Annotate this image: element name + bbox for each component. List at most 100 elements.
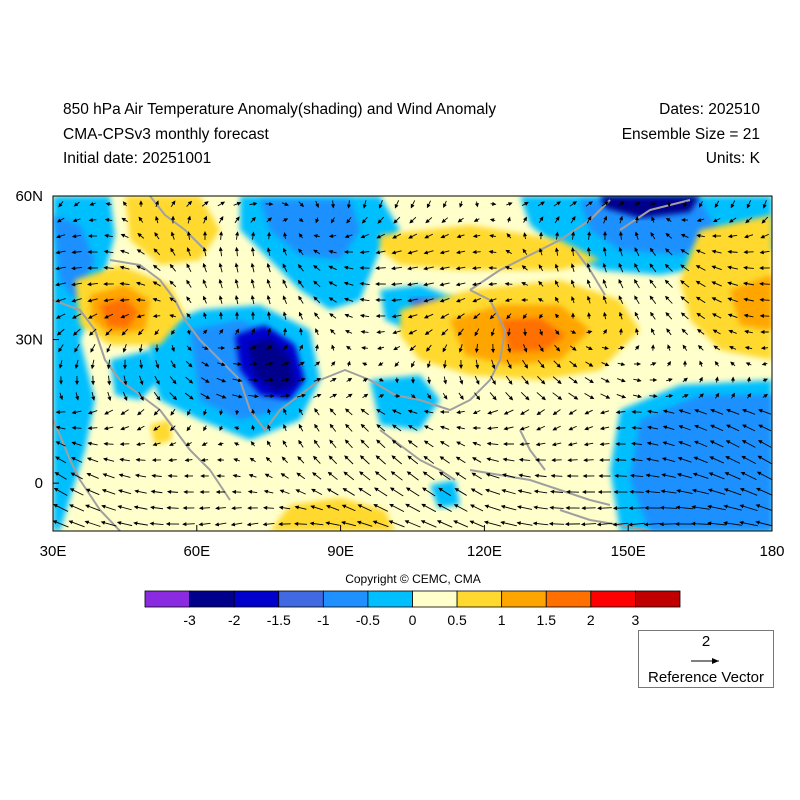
wind-arrowhead — [107, 396, 112, 402]
wind-arrowhead — [254, 378, 259, 383]
wind-arrowhead — [393, 346, 398, 351]
wind-arrowhead — [584, 410, 590, 415]
wind-arrowhead — [630, 457, 635, 462]
wind-arrowhead — [587, 330, 593, 335]
wind-arrowhead — [455, 282, 461, 287]
wind-arrowhead — [488, 282, 493, 287]
wind-arrowhead — [725, 440, 731, 445]
wind-arrowhead — [105, 202, 110, 207]
wind-arrowhead — [439, 282, 444, 287]
wind-arrowhead — [565, 489, 571, 494]
wind-arrowhead — [692, 472, 698, 477]
wind-arrowhead — [502, 473, 507, 478]
wind-arrowhead — [298, 327, 303, 333]
wind-arrowhead — [683, 202, 688, 208]
wind-arrowhead — [548, 521, 554, 526]
colorbar-swatch — [635, 590, 681, 608]
wind-arrowhead — [709, 440, 715, 445]
wind-arrowhead — [665, 248, 670, 253]
wind-arrowhead — [247, 506, 252, 511]
wind-arrowhead — [154, 232, 159, 237]
wind-arrowhead — [343, 297, 349, 302]
wind-arrowhead — [171, 347, 175, 353]
wind-arrowhead — [437, 503, 443, 508]
wind-arrowhead — [407, 455, 412, 460]
wind-arrowhead — [391, 250, 397, 255]
wind-arrowhead — [678, 425, 684, 429]
wind-arrowhead — [297, 456, 302, 461]
wind-arrowhead — [725, 408, 731, 413]
wind-arrowhead — [662, 441, 667, 446]
wind-arrowhead — [55, 298, 60, 303]
wind-arrowhead — [136, 265, 141, 270]
wind-arrowhead — [519, 442, 524, 447]
wind-arrowhead — [711, 233, 717, 239]
wind-arrowhead — [71, 425, 76, 430]
wind-arrowhead — [536, 426, 541, 431]
wind-arrowhead — [475, 380, 480, 385]
wind-arrowhead — [471, 266, 477, 271]
wind-arrowhead — [503, 426, 508, 431]
wind-arrowhead — [331, 361, 336, 366]
temperature-shading — [53, 196, 772, 531]
wind-arrowhead — [315, 203, 319, 209]
anomaly-region — [125, 196, 220, 265]
wind-arrowhead — [659, 505, 665, 510]
wind-arrowhead — [391, 298, 396, 303]
colorbar-swatch — [501, 590, 547, 608]
wind-arrowhead — [521, 297, 526, 303]
wind-arrowhead — [424, 330, 430, 335]
wind-arrowhead — [660, 489, 665, 494]
wind-arrowhead — [697, 328, 702, 334]
wind-arrowhead — [599, 426, 605, 431]
wind-arrowhead — [168, 442, 174, 446]
wind-arrowhead — [203, 411, 208, 416]
wind-arrowhead — [279, 489, 285, 494]
wind-arrowhead — [153, 248, 158, 253]
wind-arrowhead — [266, 294, 271, 300]
wind-arrowhead — [104, 217, 110, 222]
wind-arrowhead — [219, 231, 224, 236]
wind-arrowhead — [423, 440, 429, 445]
wind-arrowhead — [693, 456, 699, 461]
wind-arrowhead — [359, 265, 364, 270]
wind-arrowhead — [312, 472, 317, 477]
wind-arrowhead — [423, 314, 429, 319]
colorbar-swatch — [144, 590, 190, 608]
wind-arrowhead — [283, 232, 288, 237]
wind-arrowhead — [486, 441, 492, 446]
initial-date: Initial date: 20251001 — [63, 150, 212, 167]
wind-arrowhead — [759, 297, 764, 302]
wind-arrowhead — [538, 231, 544, 236]
wind-arrowhead — [504, 281, 510, 286]
wind-arrowhead — [203, 215, 208, 221]
y-tick-label: 60N — [15, 188, 43, 205]
wind-arrowhead — [518, 457, 524, 462]
wind-arrowhead — [87, 233, 93, 239]
wind-arrowhead — [507, 364, 512, 370]
wind-arrowhead — [363, 378, 368, 383]
wind-arrowhead — [253, 201, 258, 206]
wind-arrowhead — [471, 282, 477, 287]
wind-arrowhead — [730, 203, 735, 209]
wind-arrowhead — [251, 424, 256, 430]
wind-arrowhead — [360, 423, 366, 429]
wind-arrowhead — [106, 364, 111, 370]
wind-arrowhead — [87, 426, 92, 431]
wind-arrowhead — [570, 247, 575, 252]
wind-arrowhead — [254, 394, 259, 399]
wind-arrowhead — [539, 314, 544, 319]
wind-arrowhead — [459, 203, 464, 208]
wind-arrowhead — [122, 201, 127, 206]
wind-arrowhead — [326, 488, 332, 493]
wind-arrowhead — [373, 504, 378, 508]
wind-arrowhead — [153, 426, 158, 431]
wind-arrowhead — [299, 202, 304, 207]
colorbar-swatch — [545, 590, 592, 608]
wind-arrowhead — [218, 278, 223, 284]
wind-arrowhead — [202, 279, 207, 284]
wind-arrowhead — [170, 231, 175, 237]
wind-arrowhead — [359, 455, 365, 460]
wind-arrowhead — [691, 488, 697, 493]
wind-arrowhead — [378, 204, 383, 209]
